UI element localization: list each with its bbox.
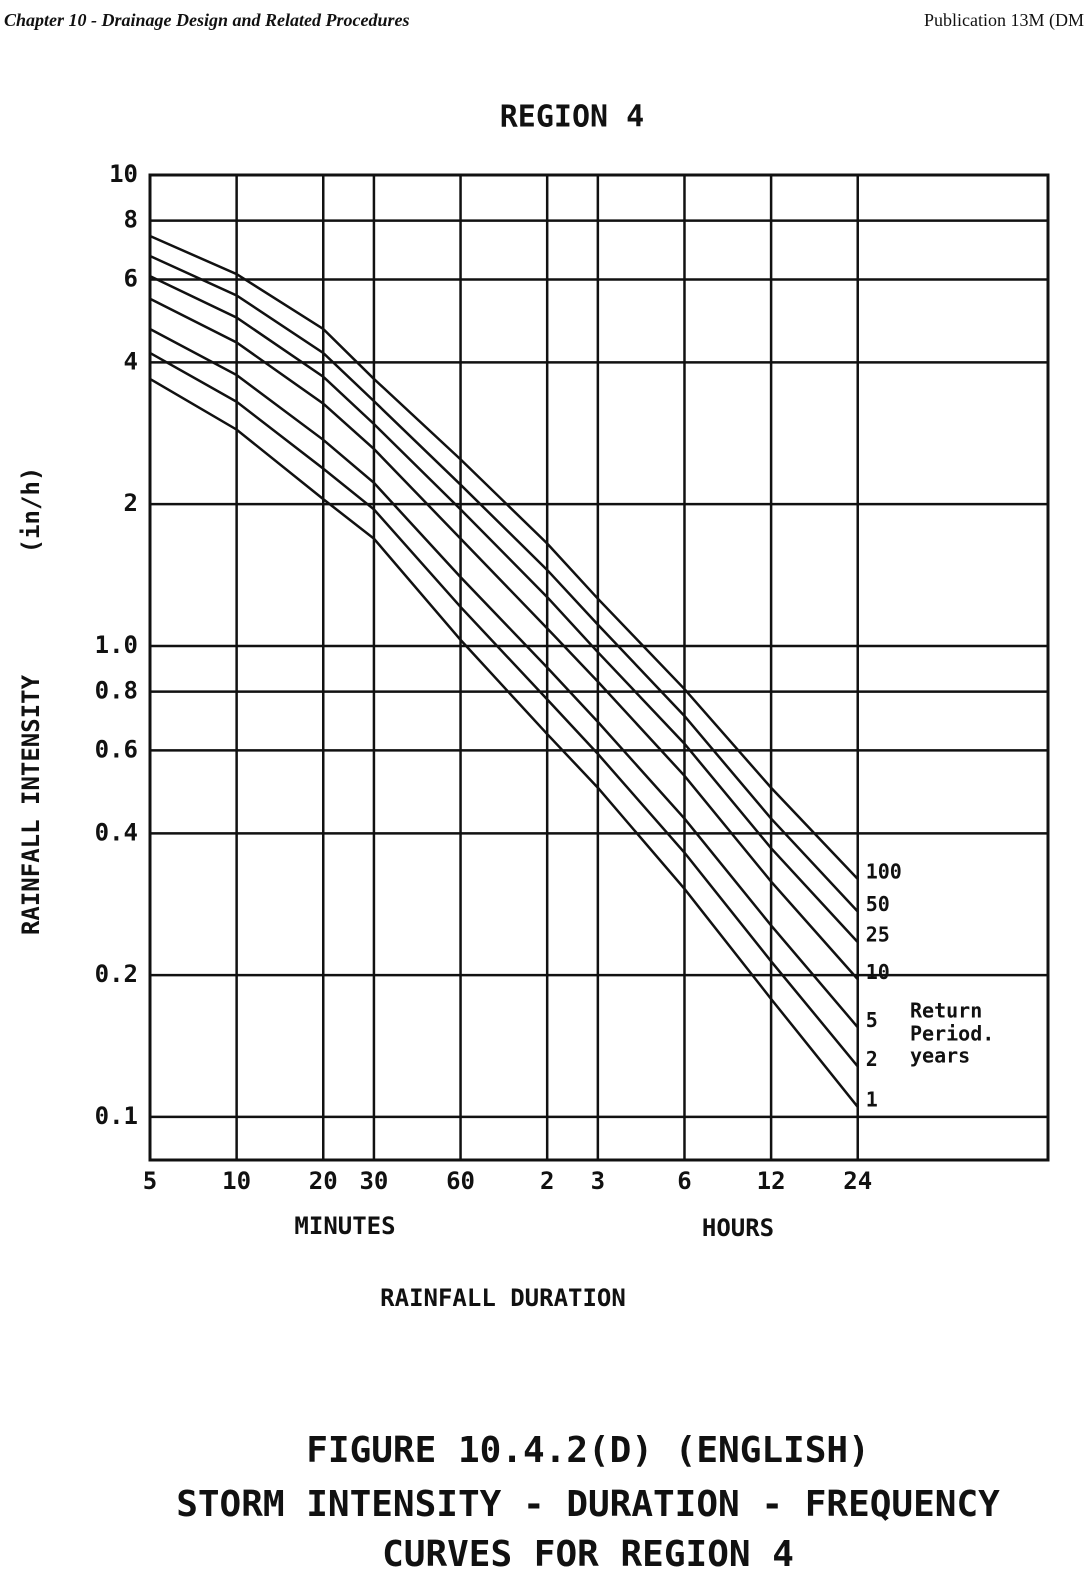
x-tick-label: 12: [757, 1167, 786, 1195]
series-label: 2: [866, 1047, 878, 1071]
curve: [149, 327, 859, 1029]
x-tick-label: 2: [540, 1167, 554, 1195]
y-tick-label: 0.6: [95, 735, 138, 763]
y-tick-label: 6: [124, 264, 138, 292]
x-tick-label: 6: [677, 1167, 691, 1195]
series-label: 50: [866, 892, 890, 916]
y-tick-label: 0.1: [95, 1102, 138, 1130]
y-tick-label: 2: [124, 489, 138, 517]
x-axis-label: RAINFALL DURATION: [380, 1284, 626, 1312]
curve: [149, 274, 859, 943]
x-tick-label: 3: [591, 1167, 605, 1195]
legend-title: years: [910, 1044, 970, 1068]
x-tick-label: 24: [843, 1167, 872, 1195]
caption-line: CURVES FOR REGION 4: [382, 1534, 794, 1571]
series-label: 25: [866, 923, 890, 947]
x-tick-label: 5: [143, 1167, 157, 1195]
y-tick-label: 8: [124, 206, 138, 234]
caption-line: STORM INTENSITY - DURATION - FREQUENCY: [176, 1484, 1000, 1525]
y-tick-label: 0.4: [95, 818, 138, 846]
curve: [149, 351, 859, 1068]
y-axis-unit: (in/h): [17, 467, 45, 554]
x-tick-label: 60: [446, 1167, 475, 1195]
curve: [149, 377, 859, 1108]
series-label: 100: [866, 860, 902, 884]
header-left: Chapter 10 - Drainage Design and Related…: [4, 10, 410, 30]
y-axis-label: RAINFALL INTENSITY: [17, 674, 45, 935]
header-right: Publication 13M (DM: [924, 10, 1084, 31]
curve: [149, 297, 859, 981]
x-tick-label: 10: [222, 1167, 251, 1195]
series-label: 5: [866, 1008, 878, 1032]
chart-title: REGION 4: [500, 100, 645, 135]
x-group-label: MINUTES: [294, 1212, 395, 1240]
x-tick-label: 30: [359, 1167, 388, 1195]
legend-title: Period.: [910, 1022, 994, 1046]
x-group-label: HOURS: [702, 1214, 774, 1242]
y-tick-label: 0.8: [95, 677, 138, 705]
y-tick-label: 0.2: [95, 960, 138, 988]
curve: [149, 254, 859, 913]
series-label: 10: [866, 960, 890, 984]
curve: [149, 234, 859, 880]
caption-line: FIGURE 10.4.2(D) (ENGLISH): [306, 1430, 870, 1471]
y-tick-label: 1.0: [95, 631, 138, 659]
series-label: 1: [866, 1087, 878, 1111]
y-tick-label: 4: [124, 347, 138, 375]
x-tick-label: 20: [309, 1167, 338, 1195]
y-tick-label: 10: [109, 160, 138, 188]
legend-title: Return: [910, 999, 982, 1023]
